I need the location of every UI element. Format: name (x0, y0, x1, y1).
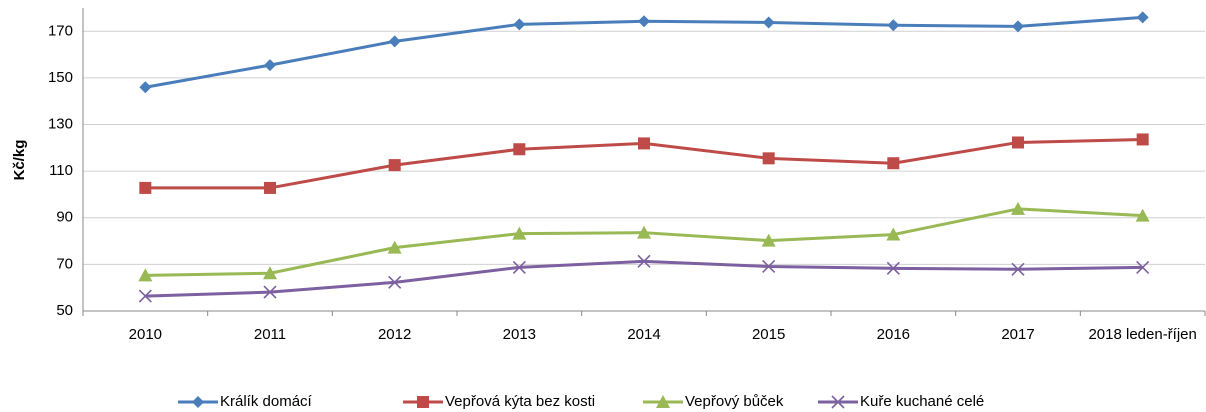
y-tick-label: 150 (48, 69, 73, 86)
marker (264, 59, 276, 72)
marker (513, 143, 526, 156)
marker (387, 240, 402, 254)
x-tick-label: 2010 (129, 326, 162, 343)
series-line (145, 15, 1143, 89)
y-tick-label: 50 (56, 302, 73, 319)
marker (1136, 133, 1149, 146)
y-tick-label: 130 (48, 116, 73, 133)
marker (761, 233, 776, 247)
marker (637, 225, 651, 239)
marker (1012, 20, 1024, 33)
legend-label: Vepřová kýta bez kosti (445, 393, 595, 410)
y-axis-label: Kč/kg (11, 140, 28, 181)
marker (138, 289, 152, 303)
marker (139, 181, 152, 194)
legend-label: Králík domácí (220, 393, 313, 410)
marker (263, 266, 277, 280)
marker (886, 227, 901, 241)
marker (1136, 260, 1150, 274)
series-line (145, 207, 1143, 277)
x-tick-label: 2018 leden-říjen (1088, 326, 1196, 343)
x-tick-label: 2016 (877, 326, 910, 343)
x-tick-label: 2013 (503, 326, 536, 343)
marker (1011, 262, 1025, 276)
y-tick-label: 170 (48, 22, 73, 39)
marker (886, 261, 900, 275)
x-tick-label: 2015 (752, 326, 785, 343)
x-tick-label: 2014 (627, 326, 660, 343)
marker (139, 81, 152, 94)
marker (637, 254, 651, 268)
marker (512, 226, 527, 240)
marker (1011, 201, 1025, 215)
marker (417, 396, 429, 408)
x-tick-label: 2012 (378, 326, 411, 343)
series-line (145, 259, 1143, 298)
y-tick-label: 110 (49, 162, 73, 179)
marker (762, 259, 776, 274)
marker (638, 137, 650, 150)
marker (887, 19, 900, 32)
legend-label: Kuře kuchané celé (860, 393, 984, 410)
marker (656, 395, 670, 408)
marker (388, 159, 401, 172)
marker (138, 268, 153, 282)
marker (1136, 11, 1149, 24)
marker (638, 15, 650, 28)
x-tick-label: 2011 (254, 326, 286, 343)
marker (512, 260, 526, 274)
legend-label: Vepřový bůček (685, 393, 784, 410)
marker (1012, 136, 1024, 149)
y-tick-label: 70 (56, 255, 73, 272)
marker (264, 181, 276, 194)
y-tick-label: 90 (56, 209, 73, 226)
marker (263, 285, 277, 299)
marker (831, 395, 845, 409)
marker (388, 35, 401, 48)
marker (388, 275, 402, 289)
marker (513, 18, 526, 31)
x-tick-label: 2017 (1001, 326, 1034, 343)
marker (762, 152, 775, 165)
marker (192, 396, 204, 408)
marker (1135, 208, 1150, 222)
marker (762, 16, 775, 29)
marker (887, 157, 900, 170)
